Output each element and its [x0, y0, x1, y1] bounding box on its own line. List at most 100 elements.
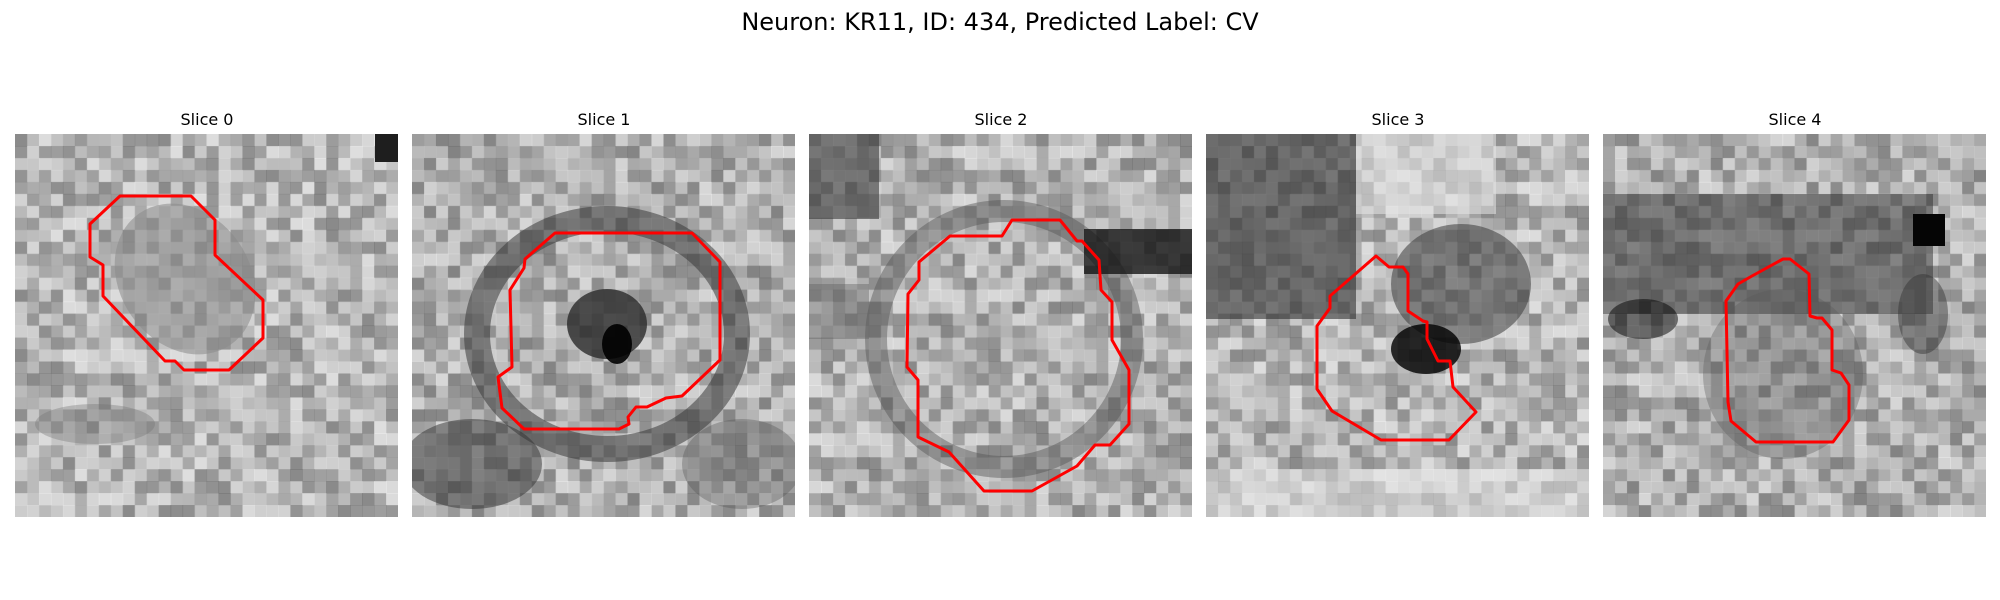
noise-pixel: [1048, 325, 1061, 339]
noise-pixel: [50, 409, 64, 422]
noise-pixel: [471, 193, 485, 207]
noise-pixel: [1782, 313, 1796, 327]
noise-pixel: [459, 505, 473, 517]
noise-pixel: [1168, 134, 1181, 147]
noise-pixel: [386, 217, 398, 231]
noise-pixel: [1603, 134, 1616, 147]
noise-pixel: [62, 157, 76, 171]
noise-pixel: [1060, 145, 1073, 159]
noise-pixel: [1048, 193, 1061, 207]
noise-pixel: [1096, 313, 1109, 327]
noise-pixel: [1866, 145, 1879, 159]
noise-pixel: [844, 301, 858, 315]
noise-pixel: [1012, 325, 1026, 339]
noise-pixel: [1505, 157, 1518, 171]
noise-pixel: [1950, 289, 1963, 303]
noise-pixel: [326, 229, 339, 243]
noise-pixel: [362, 277, 375, 291]
noise-pixel: [832, 229, 846, 243]
noise-pixel: [1289, 421, 1303, 434]
noise-pixel: [1650, 385, 1664, 398]
noise-pixel: [783, 385, 795, 398]
noise-pixel: [1962, 409, 1975, 422]
noise-pixel: [194, 457, 208, 470]
noise-pixel: [1481, 397, 1494, 410]
noise-pixel: [1974, 289, 1986, 303]
noise-pixel: [412, 241, 425, 255]
noise-pixel: [809, 409, 822, 422]
noise-pixel: [50, 313, 64, 327]
noise-pixel: [15, 469, 28, 482]
noise-pixel: [952, 349, 966, 363]
noise-pixel: [1060, 349, 1073, 363]
noise-pixel: [1156, 134, 1169, 147]
noise-pixel: [976, 134, 990, 147]
noise-pixel: [302, 205, 315, 219]
noise-pixel: [242, 385, 255, 398]
noise-pixel: [302, 505, 315, 517]
noise-pixel: [1854, 169, 1867, 183]
noise-pixel: [1084, 421, 1097, 434]
noise-pixel: [1938, 193, 1951, 207]
noise-pixel: [1890, 397, 1903, 410]
noise-pixel: [134, 361, 148, 374]
noise-pixel: [1168, 157, 1181, 171]
noise-pixel: [1565, 205, 1578, 219]
noise-pixel: [1517, 361, 1530, 374]
noise-pixel: [15, 134, 28, 147]
noise-pixel: [435, 361, 449, 374]
noise-pixel: [26, 193, 40, 207]
noise-pixel: [832, 265, 846, 279]
noise-pixel: [435, 325, 449, 339]
noise-pixel: [1072, 349, 1085, 363]
noise-pixel: [15, 481, 28, 494]
noise-pixel: [1144, 409, 1157, 422]
noise-pixel: [1878, 337, 1891, 351]
noise-pixel: [651, 469, 664, 482]
noise-pixel: [1529, 325, 1542, 339]
noise-pixel: [531, 157, 545, 171]
noise-pixel: [820, 301, 834, 315]
noise-pixel: [1096, 361, 1109, 374]
noise-pixel: [651, 181, 664, 195]
noise-pixel: [771, 481, 784, 494]
noise-pixel: [1626, 385, 1640, 398]
noise-pixel: [1132, 205, 1145, 219]
noise-pixel: [964, 409, 978, 422]
noise-pixel: [555, 313, 569, 327]
noise-pixel: [386, 421, 398, 434]
noise-pixel: [1036, 301, 1049, 315]
noise-pixel: [892, 445, 906, 458]
noise-pixel: [1481, 337, 1494, 351]
noise-pixel: [1974, 337, 1986, 351]
noise-pixel: [916, 493, 930, 506]
noise-pixel: [1603, 457, 1616, 470]
noise-pixel: [170, 481, 184, 494]
noise-pixel: [1818, 373, 1832, 386]
noise-pixel: [1060, 157, 1073, 171]
noise-pixel: [374, 325, 387, 339]
noise-pixel: [134, 157, 148, 171]
noise-pixel: [1132, 217, 1145, 231]
noise-pixel: [1698, 421, 1712, 434]
noise-pixel: [759, 253, 772, 267]
noise-pixel: [1710, 145, 1724, 159]
noise-pixel: [15, 433, 28, 446]
noise-pixel: [242, 397, 255, 410]
noise-pixel: [15, 421, 28, 434]
noise-pixel: [1385, 253, 1399, 267]
noise-pixel: [699, 313, 712, 327]
noise-pixel: [1132, 385, 1145, 398]
noise-pixel: [928, 313, 942, 327]
noise-pixel: [952, 433, 966, 446]
noise-pixel: [1012, 289, 1026, 303]
slice-image-canvas: [1603, 134, 1986, 517]
noise-pixel: [1710, 349, 1724, 363]
noise-pixel: [868, 445, 882, 458]
noise-pixel: [555, 481, 569, 494]
noise-pixel: [26, 229, 40, 243]
noise-pixel: [86, 361, 100, 374]
noise-pixel: [940, 325, 954, 339]
noise-pixel: [603, 169, 617, 183]
noise-pixel: [170, 445, 184, 458]
